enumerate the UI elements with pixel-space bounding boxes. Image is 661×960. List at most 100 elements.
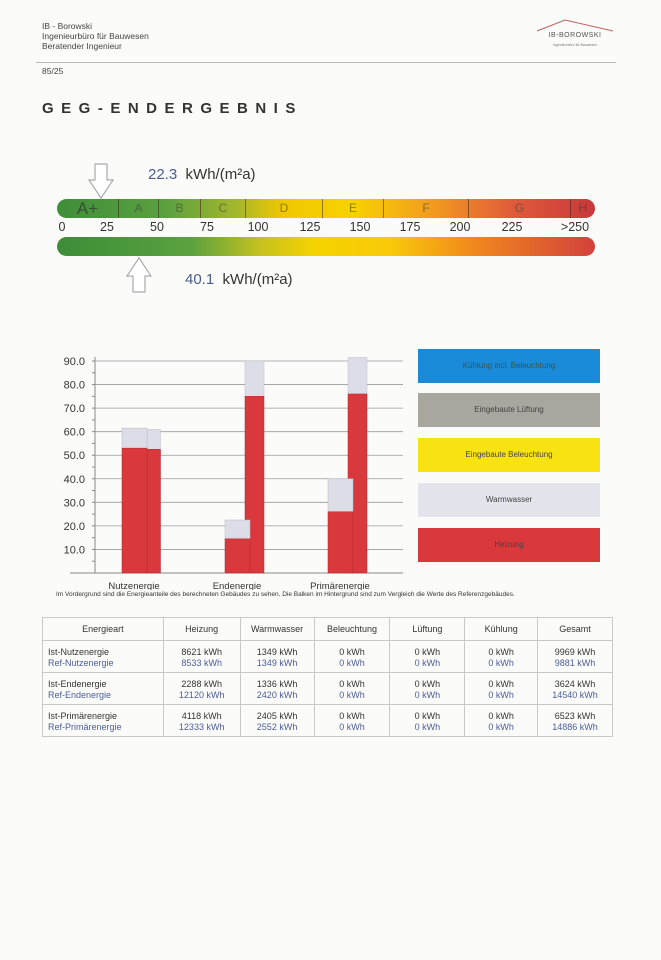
ist-heizung-bar: [327, 511, 354, 574]
energy-class-6: F: [383, 199, 468, 218]
scale-tick: 150: [349, 220, 371, 234]
ref-value: 12333 kWh: [178, 721, 225, 732]
ist-value: 0 kWh: [339, 710, 365, 721]
scale-tick: 200: [449, 220, 471, 234]
ist-value: 0 kWh: [339, 678, 365, 689]
table-cell: Ist-Nutzenergie Ref-Nutzenergie: [42, 640, 164, 673]
table-cell: 2405 kWh 2552 kWh: [239, 704, 315, 737]
ref-warmwasser-bar: [244, 360, 265, 397]
ref-value: 14540 kWh: [552, 689, 598, 700]
ref-value: 0 kWh: [339, 689, 365, 700]
table-cell: 1336 kWh 2420 kWh: [239, 672, 315, 705]
company-logo: IB-BOROWSKI Ingenieurbüro für Bauwesen: [530, 18, 620, 60]
table-cell: Ist-Endenergie Ref-Endenergie: [42, 672, 164, 705]
table-cell: 4118 kWh 12333 kWh: [162, 704, 241, 737]
ref-value: Ref-Nutzenergie: [48, 657, 114, 668]
letterhead: IB - Borowski Ingenieurbüro für Bauwesen…: [42, 21, 149, 51]
ref-value: Ref-Primärenergie: [48, 721, 122, 732]
y-tick-label: 80.0: [64, 380, 85, 392]
category-label: Endenergie: [213, 581, 262, 590]
y-tick-label: 70.0: [64, 403, 85, 415]
energy-class-1: A: [118, 199, 158, 218]
y-tick-label: 60.0: [64, 427, 85, 439]
ref-value: 0 kWh: [488, 721, 514, 732]
scale-tick: 75: [200, 220, 214, 234]
energy-class-3: C: [200, 199, 245, 218]
page-title: GEG-ENDERGEBNIS: [42, 100, 303, 117]
legend-item: Heizung: [418, 528, 600, 562]
ref-value: 9881 kWh: [554, 657, 596, 668]
scale-tick: 175: [399, 220, 421, 234]
scale-tick: 0: [58, 220, 66, 234]
ist-value: 1336 kWh: [256, 678, 298, 689]
table-cell: Ist-Primärenergie Ref-Primärenergie: [42, 704, 164, 737]
down-arrow-icon: [88, 163, 114, 199]
table-cell: 3624 kWh 14540 kWh: [537, 672, 613, 705]
document-number: 85/25: [42, 66, 64, 76]
ist-value: 6523 kWh: [554, 710, 596, 721]
y-tick-label: 90.0: [64, 356, 85, 368]
bottom-energy-value: 40.1 kWh/(m²a): [185, 271, 293, 288]
table-row: Ist-Primärenergie Ref-Primärenergie 4118 k…: [42, 704, 613, 737]
table-cell: 0 kWh 0 kWh: [464, 704, 539, 737]
ref-warmwasser-bar: [146, 429, 161, 450]
ist-value: Ist-Endenergie: [48, 678, 107, 689]
energy-class-7: G: [468, 199, 570, 218]
ist-warmwasser-bar: [224, 519, 251, 540]
column-header: Lüftung: [389, 617, 466, 641]
legend-item: Eingebaute Lüftung: [418, 393, 600, 427]
legend-item: Eingebaute Beleuchtung: [418, 438, 600, 472]
ist-value: 3624 kWh: [554, 678, 596, 689]
ist-value: 0 kWh: [414, 710, 441, 721]
column-header: Beleuchtung: [313, 617, 391, 641]
ref-value: 14886 kWh: [552, 721, 598, 732]
ist-warmwasser-bar: [327, 478, 354, 513]
ref-value: 2552 kWh: [256, 721, 298, 732]
ref-warmwasser-bar: [347, 357, 368, 395]
table-cell: 2288 kWh 12120 kWh: [162, 672, 241, 705]
table-cell: 0 kWh 0 kWh: [389, 640, 466, 673]
energy-table: Energieart Heizung Warmwasser Beleuchtung Lü…: [42, 617, 613, 737]
table-cell: 1349 kWh 1349 kWh: [239, 640, 315, 673]
ref-value: 0 kWh: [339, 657, 365, 668]
roof-icon: [536, 19, 614, 32]
ref-value: 1349 kWh: [256, 657, 298, 668]
ist-heizung-bar: [121, 447, 148, 574]
ref-value: 0 kWh: [339, 721, 365, 732]
legend-item: Warmwasser: [418, 483, 600, 517]
scale-tick: 225: [501, 220, 523, 234]
scale-tick: 125: [299, 220, 321, 234]
table-row: Ist-Nutzenergie Ref-Nutzenergie 8621 kWh 85…: [42, 640, 613, 673]
ref-value: 12120 kWh: [178, 689, 225, 700]
ref-value: 0 kWh: [414, 657, 441, 668]
scale-tick: 50: [150, 220, 164, 234]
category-label: Primärenergie: [310, 581, 370, 590]
company-name: IB - Borowski: [42, 21, 93, 31]
ist-value: 0 kWh: [488, 646, 514, 657]
energy-class-0: A+: [76, 199, 99, 218]
energy-gradient-bar: [57, 237, 595, 256]
table-cell: 0 kWh 0 kWh: [389, 704, 466, 737]
table-cell: 0 kWh 0 kWh: [464, 640, 539, 673]
chart-note: Im Vordergrund sind die Energieanteile d…: [56, 591, 515, 598]
ist-heizung-bar: [224, 538, 251, 574]
ist-value: 0 kWh: [414, 678, 441, 689]
legend-item: Kühlung incl. Beleuchtung: [418, 349, 600, 383]
column-header: Energieart: [42, 617, 164, 641]
column-header: Gesamt: [537, 617, 613, 641]
ist-warmwasser-bar: [121, 427, 148, 449]
energy-class-4: D: [245, 199, 322, 218]
table-cell: 6523 kWh 14886 kWh: [537, 704, 613, 737]
ist-value: Ist-Nutzenergie: [48, 646, 110, 657]
ist-value: 4118 kWh: [181, 710, 222, 721]
ist-value: 0 kWh: [414, 646, 441, 657]
ref-value: 2420 kWh: [256, 689, 298, 700]
scale-tick: 100: [247, 220, 269, 234]
ref-value: 0 kWh: [488, 657, 514, 668]
scale-tick: >250: [560, 220, 590, 234]
company-line3: Beratender Ingenieur: [42, 41, 122, 51]
table-cell: 0 kWh 0 kWh: [313, 640, 391, 673]
ist-value: 9969 kWh: [554, 646, 596, 657]
energy-class-5: E: [322, 199, 383, 218]
header-divider: [36, 62, 616, 63]
